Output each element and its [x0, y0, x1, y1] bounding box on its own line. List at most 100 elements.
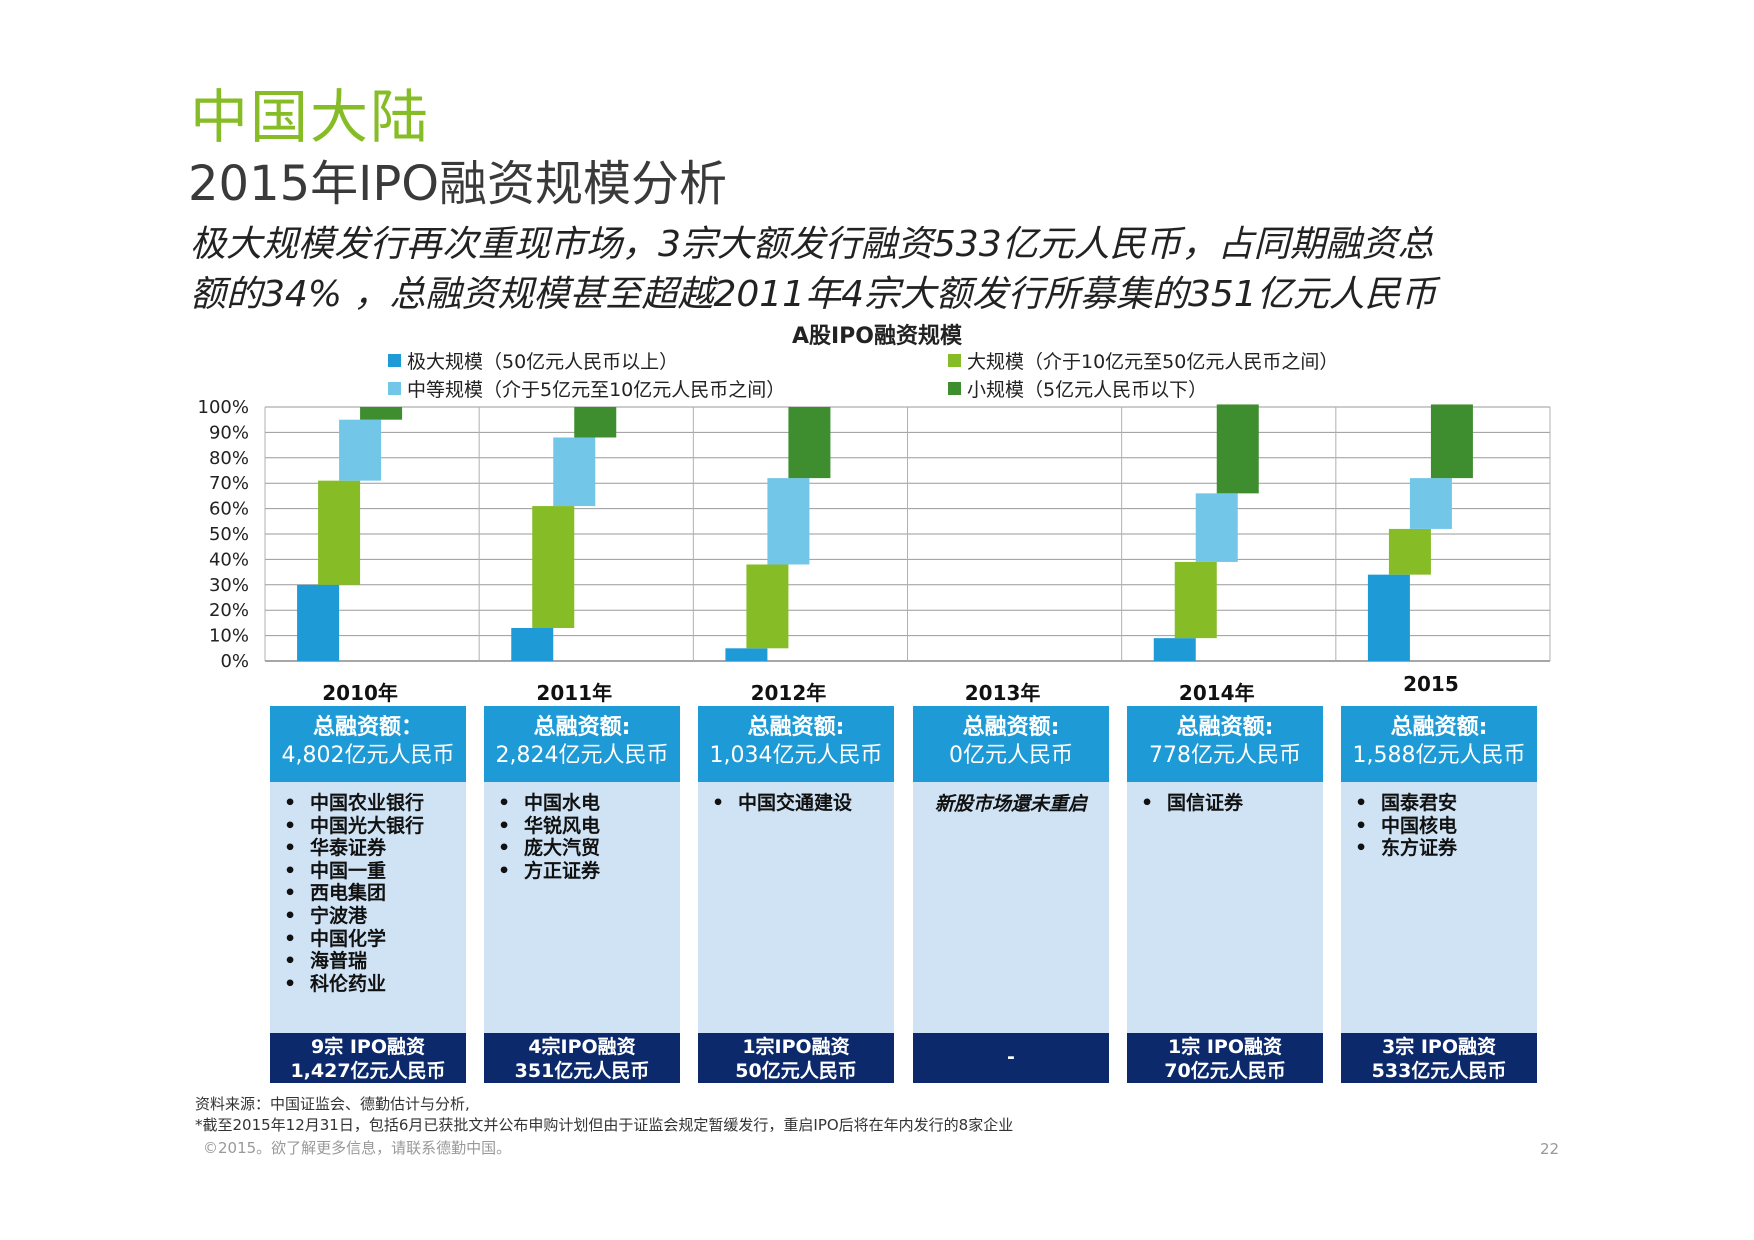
bar-very_large — [1367, 574, 1410, 661]
panel-total-header: 总融资额: 778亿元人民币 — [1127, 706, 1323, 782]
panel-total-header: 总融资额: 2,824亿元人民币 — [484, 706, 680, 782]
page-subtitle: 2015年IPO融资规模分析 — [188, 156, 728, 212]
company-list-item: • 宁波港 — [284, 905, 452, 928]
headline: 极大规模发行再次重现市场，3宗大额发行融资533亿元人民币，占同期融资总 额的3… — [190, 220, 1590, 320]
panel-total-value: 2,824亿元人民币 — [495, 743, 669, 768]
y-tick-label: 20% — [209, 600, 249, 621]
company-name: 华锐风电 — [524, 814, 601, 837]
panel-total-label: 总融资额: — [1390, 715, 1488, 740]
bullet-icon: • — [284, 882, 297, 905]
large-ipo-count: 1宗 IPO融资 — [1168, 1036, 1282, 1058]
panel-total-label: 总融资额: — [1176, 715, 1274, 740]
bullet-icon: • — [284, 814, 297, 837]
y-tick-label: 0% — [220, 651, 249, 672]
y-tick-label: 80% — [209, 448, 249, 469]
legend-label-large: 大规模（介于10亿元至50亿元人民币之间） — [967, 351, 1339, 373]
bar-very_large — [511, 627, 554, 661]
large-ipo-amount: 533亿元人民币 — [1371, 1060, 1507, 1082]
legend-swatch-very-large — [388, 354, 401, 367]
bar-large — [1174, 561, 1217, 639]
company-list-item: • 西电集团 — [284, 882, 452, 905]
copyright: ©2015。欲了解更多信息，请联系德勤中国。 — [203, 1139, 512, 1157]
panel-company-list: • 中国水电 • 华锐风电 • 庞大汽贸 • 方正证券 — [484, 782, 680, 1034]
panel-large-ipo-summary: 4宗IPO融资 351亿元人民币 — [484, 1033, 680, 1083]
x-category-label: 2014年 — [1179, 681, 1255, 705]
panel-total-header: 总融资额： 4,802亿元人民币 — [270, 706, 466, 782]
bullet-icon: • — [498, 814, 511, 837]
company-list-item: • 华锐风电 — [498, 815, 666, 838]
bullet-icon: • — [284, 904, 297, 927]
year-panel: 总融资额: 778亿元人民币 • 国信证券 — [1127, 706, 1323, 1034]
company-name: 华泰证券 — [310, 837, 387, 860]
legend-medium: 中等规模（介于5亿元至10亿元人民币之间） — [388, 375, 785, 402]
bullet-icon: • — [284, 837, 297, 860]
bar-small — [788, 407, 831, 479]
panel-company-list: • 国泰君安 • 中国核电 • 东方证券 — [1341, 782, 1537, 1034]
company-name: 中国核电 — [1381, 814, 1458, 837]
x-category-label: 2013年 — [965, 681, 1041, 705]
legend-swatch-small — [948, 382, 961, 395]
company-list-item: • 中国农业银行 — [284, 792, 452, 815]
large-ipo-count: 4宗IPO融资 — [528, 1036, 636, 1058]
company-name: 中国农业银行 — [310, 792, 425, 814]
large-ipo-amount: 70亿元人民币 — [1164, 1060, 1286, 1082]
company-name: 国泰君安 — [1381, 792, 1458, 814]
chart-title: A股IPO融资规模 — [791, 324, 963, 349]
footnote: *截至2015年12月31日，包括6月已获批文并公布申购计划但由于证监会规定暂缓… — [195, 1116, 1014, 1134]
bar-small — [574, 407, 617, 438]
bar-small — [1216, 404, 1259, 494]
company-list-item: • 中国一重 — [284, 860, 452, 883]
bullet-icon: • — [712, 792, 725, 814]
y-tick-label: 40% — [209, 549, 249, 570]
year-panel: 总融资额: 0亿元人民币 新股市场還未重启 — [913, 706, 1109, 1034]
bar-medium — [339, 419, 382, 481]
company-name: 科伦药业 — [310, 972, 387, 995]
bullet-icon: • — [284, 859, 297, 882]
bar-small — [360, 407, 403, 420]
waterfall-chart: 0% 10% 20% 30% 40% 50% 60% 70% 80% 90% 100% 2010年 20… — [198, 397, 1551, 705]
bullet-icon: • — [284, 927, 297, 950]
legend-large: 大规模（介于10亿元至50亿元人民币之间） — [948, 347, 1338, 374]
company-name: 中国光大银行 — [310, 814, 425, 837]
company-list-item: • 方正证券 — [498, 860, 666, 883]
bar-very_large — [297, 584, 340, 661]
large-ipo-amount: 351亿元人民币 — [514, 1060, 650, 1082]
bullet-icon: • — [1355, 837, 1368, 860]
page-title: 中国大陆 — [190, 83, 431, 151]
panel-total-value: 1,034亿元人民币 — [709, 743, 883, 768]
large-ipo-count: 1宗IPO融资 — [742, 1036, 850, 1058]
panel-total-value: 778亿元人民币 — [1149, 743, 1301, 768]
bullet-icon: • — [1355, 792, 1368, 814]
bar-medium — [553, 437, 596, 507]
panel-large-ipo-summary: 9宗 IPO融资 1,427亿元人民币 — [270, 1033, 466, 1083]
panel-large-ipo-summary: - — [913, 1033, 1109, 1083]
y-tick-label: 100% — [198, 397, 249, 418]
year-panel: 总融资额: 2,824亿元人民币 • 中国水电 • 华锐风电 • 庞大汽贸 • 方正证券 — [484, 706, 680, 1034]
company-name: 西电集团 — [310, 882, 387, 905]
company-list-item: • 科伦药业 — [284, 973, 452, 996]
panel-total-value: 0亿元人民币 — [949, 743, 1073, 768]
panel-total-header: 总融资额: 1,588亿元人民币 — [1341, 706, 1537, 782]
panel-large-ipo-summary: 3宗 IPO融资 533亿元人民币 — [1341, 1033, 1537, 1083]
bullet-icon: • — [284, 972, 297, 995]
panel-large-ipo-summary: 1宗IPO融资 50亿元人民币 — [698, 1033, 894, 1083]
company-name: 中国一重 — [310, 859, 387, 882]
company-name: 宁波港 — [310, 904, 368, 927]
x-category-label: 2011年 — [536, 681, 612, 705]
panel-total-value: 1,588亿元人民币 — [1352, 743, 1526, 768]
bullet-icon: • — [1141, 792, 1154, 814]
source-note: 资料来源：中国证监会、德勤估计与分析, — [195, 1095, 470, 1113]
company-name: 中国交通建设 — [738, 792, 853, 814]
company-list-item: • 东方证券 — [1355, 837, 1523, 860]
large-ipo-count: - — [1007, 1046, 1015, 1068]
y-tick-label: 30% — [209, 575, 249, 596]
legend-label-medium: 中等规模（介于5亿元至10亿元人民币之间） — [407, 379, 786, 401]
legend-label-very-large: 极大规模（50亿元人民币以上） — [407, 351, 679, 373]
bar-small — [1430, 404, 1473, 479]
panel-company-list: 新股市场還未重启 — [913, 782, 1109, 1034]
y-tick-label: 90% — [209, 422, 249, 443]
company-name: 庞大汽贸 — [524, 837, 601, 860]
headline-line-1: 极大规模发行再次重现市场，3宗大额发行融资533亿元人民币，占同期融资总 — [190, 224, 1434, 265]
bullet-icon: • — [284, 950, 297, 973]
large-ipo-amount: 1,427亿元人民币 — [290, 1060, 446, 1082]
